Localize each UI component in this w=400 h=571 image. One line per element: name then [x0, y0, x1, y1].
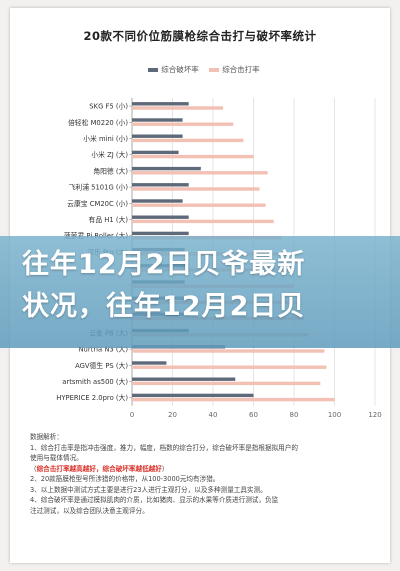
legend-label-hit: 综合击打率 — [222, 65, 260, 74]
bar-damage — [132, 377, 236, 381]
category-label: artsmith as500 (大) — [62, 377, 128, 386]
bar-damage — [132, 166, 201, 171]
notes-comma: ， — [95, 464, 103, 473]
x-tick-label: 120 — [368, 411, 381, 419]
category-label: HYPERICE 2.0pro (大) — [56, 393, 128, 402]
category-label: 飞利浦 5101G (小) — [69, 183, 129, 192]
bar-damage — [132, 231, 189, 236]
bar-damage — [132, 393, 254, 398]
x-tick-label: 40 — [209, 411, 218, 419]
bar-damage — [132, 102, 189, 106]
notes-line-1b: 使用与载体情况。 — [30, 454, 83, 462]
x-tick-label: 80 — [290, 411, 299, 419]
bar-hit — [132, 381, 321, 386]
bar-damage — [132, 199, 183, 203]
bar-damage — [132, 150, 179, 155]
bar-hit — [132, 171, 268, 175]
notes-line-2: 2、20款筋膜枪型号所涉猎的价格带，从100-3000元均有涉猎。 — [30, 475, 220, 483]
bar-hit — [132, 397, 335, 402]
x-tick-label: 20 — [168, 411, 177, 419]
notes-paren-open: （ — [30, 464, 37, 473]
notes-line-4a: 4、综合破坏率是通过模拟肌肉的介质，比如猪肉、显示的水果等介质进行测试，负监 — [30, 496, 279, 504]
bar-hit — [132, 122, 234, 126]
overlay-title-line-1: 往年12月2日贝爷最新 — [22, 249, 306, 280]
analysis-notes: 数据解析： 1、综合打击率是指冲击强度，推力，幅度，档数的综合打分，综合破坏率是… — [30, 432, 375, 516]
bar-damage — [132, 118, 183, 122]
bar-hit — [132, 365, 327, 369]
bar-hit — [132, 203, 266, 207]
notes-line-1c: （综合击打率越高越好，综合破坏率越低越好） — [30, 464, 375, 475]
bar-hit — [132, 219, 274, 224]
legend-swatch-hit — [209, 68, 220, 72]
x-tick-label: 100 — [328, 411, 341, 419]
title-overlay-banner[interactable]: 往年12月2日贝爷最新 状况，往年12月2日贝 — [0, 236, 400, 348]
notes-highlight-hit: 综合击打率越高越好 — [36, 464, 96, 473]
category-label: Nurtria N3 (大) — [78, 345, 128, 354]
notes-highlight-damage: 综合破坏率越低越好 — [102, 464, 162, 473]
category-label: SKG F5 (小) — [89, 102, 128, 111]
x-tick-label: 0 — [130, 411, 134, 419]
notes-line-4b: 注过测试，以及综合团队决意主观评分。 — [30, 506, 149, 515]
overlay-title-line-2: 状况，往年12月2日贝 — [22, 291, 306, 322]
notes-paren-close: ） — [161, 464, 169, 473]
category-label: 小米 ZJ (大) — [91, 150, 128, 159]
x-tick-label: 60 — [249, 411, 258, 419]
category-label: 云康宝 CM20C (小) — [67, 199, 128, 208]
notes-line-1a: 1、综合打击率是指冲击强度，推力，幅度，档数的综合打分，综合破坏率是指根据拟用户… — [30, 443, 298, 452]
bar-damage — [132, 183, 189, 187]
notes-heading: 数据解析： — [30, 433, 63, 441]
notes-line-3: 3、以上数据中测试方式主要是进行23人进行主观打分，以及多种测量工具实测。 — [30, 485, 267, 494]
bar-hit — [132, 106, 224, 110]
legend-swatch-damage — [148, 68, 159, 72]
category-label: 菠萝君 Pi Roller (大) — [64, 231, 128, 240]
category-label: 有品 H1 (大) — [89, 215, 129, 224]
bar-hit — [132, 349, 325, 353]
category-label: AGV德生 PS (大) — [75, 361, 128, 370]
legend-label-damage: 综合破坏率 — [161, 65, 199, 74]
bar-hit — [132, 154, 254, 159]
bar-hit — [132, 138, 244, 143]
category-label: 倍轻松 M0220 (小) — [68, 118, 128, 127]
bar-damage — [132, 361, 167, 365]
bar-hit — [132, 187, 260, 191]
bar-damage — [132, 215, 189, 219]
category-label: 角阳德 (大) — [93, 166, 128, 175]
chart-legend: 综合破坏率 综合击打率 — [10, 64, 390, 75]
bar-damage — [132, 134, 183, 138]
overlay-title[interactable]: 往年12月2日贝爷最新 状况，往年12月2日贝 — [22, 244, 382, 328]
category-label: 小米 mini (小) — [83, 134, 128, 143]
chart-title: 20款不同价位筋膜枪综合击打与破坏率统计 — [83, 29, 317, 43]
